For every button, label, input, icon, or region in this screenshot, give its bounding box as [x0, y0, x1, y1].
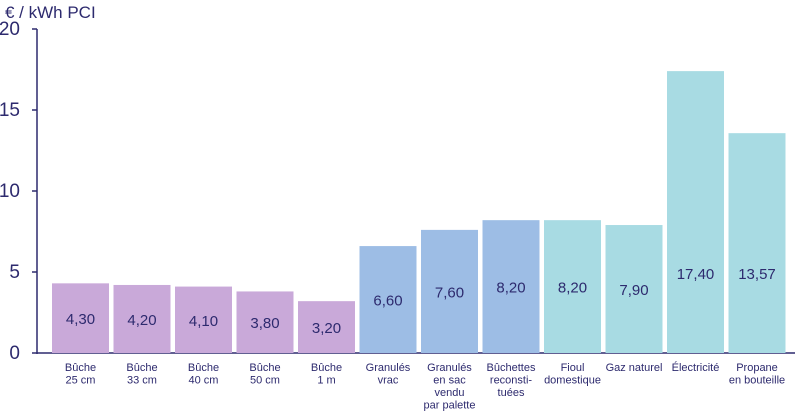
bar-value-label: 7,90 [619, 282, 648, 299]
category-label-line: Granulés [366, 362, 411, 374]
y-tick-label: 15 [0, 100, 20, 121]
category-label-line: vendu [435, 387, 465, 399]
category-label: Bûche 25 cm [65, 362, 96, 387]
bars [52, 71, 786, 354]
category-label-line: Bûche [126, 362, 157, 374]
category-label: Bûchettes reconsti-tuées [487, 362, 536, 399]
category-label-line: Bûchettes [487, 362, 536, 374]
bar-value-label: 4,20 [127, 312, 156, 329]
bar-value-label: 4,10 [189, 313, 218, 330]
category-label: Électricité [672, 361, 720, 374]
y-tick-label: 5 [9, 262, 20, 283]
category-label-line: 1 m [317, 375, 335, 387]
category-label-line: en sac [433, 375, 466, 387]
bar-value-label: 3,80 [250, 315, 279, 332]
bar [482, 220, 540, 353]
y-tick-label: 10 [0, 181, 20, 202]
category-label: Bûche 33 cm [126, 362, 157, 387]
category-label-line: reconsti- [490, 375, 533, 387]
category-label-line: 25 cm [66, 375, 96, 387]
category-label-line: Bûche [188, 362, 219, 374]
category-label-line: Granulés [427, 362, 472, 374]
y-tick-label: 0 [9, 343, 20, 364]
bar [298, 301, 355, 353]
category-label-line: 50 cm [250, 375, 280, 387]
bar-value-label: 6,60 [373, 293, 402, 310]
category-label-line: Bûche [249, 362, 280, 374]
bar [544, 220, 601, 353]
bar-value-label: 8,20 [558, 280, 587, 297]
y-axis-title: € / kWh PCI [5, 3, 96, 22]
category-label: Bûche 50 cm [249, 362, 280, 387]
category-label-line: vrac [378, 375, 399, 387]
category-label-line: Bûche [65, 362, 96, 374]
category-label: Gaz naturel [606, 362, 663, 374]
category-label: Granulés en sac vendu par palette [424, 362, 476, 412]
bar-value-label: 7,60 [435, 284, 464, 301]
bar-value-label: 3,20 [312, 320, 341, 337]
category-label-line: par palette [424, 400, 476, 412]
bar-value-label: 17,40 [677, 266, 715, 283]
category-label-line: Fioul [561, 362, 585, 374]
bar-value-label: 13,57 [738, 266, 776, 283]
y-tick-label: 20 [0, 19, 20, 40]
bar [52, 283, 109, 353]
bar [728, 133, 786, 353]
bar [236, 291, 294, 353]
category-label-line: Gaz naturel [606, 362, 663, 374]
category-label-line: Bûche [311, 362, 342, 374]
bar-value-label: 8,20 [496, 280, 525, 297]
category-label: Bûche 1 m [311, 362, 342, 387]
bar [359, 246, 417, 353]
category-label-line: tuées [498, 387, 525, 399]
bar [175, 286, 232, 353]
category-label: Granulés vrac [366, 362, 411, 387]
bar [605, 225, 663, 353]
category-label: Bûche 40 cm [188, 362, 219, 387]
bar [421, 229, 478, 353]
category-label-line: Propane [736, 362, 778, 374]
bar-value-label: 4,30 [66, 311, 95, 328]
bar [667, 71, 724, 354]
category-label-line: 40 cm [189, 375, 219, 387]
category-label: Propane en bouteille [729, 362, 785, 387]
category-label-line: 33 cm [127, 375, 157, 387]
bar [113, 284, 171, 353]
category-label-line: Électricité [672, 361, 720, 374]
category-label-line: domestique [544, 375, 601, 387]
category-label: Fioul domestique [544, 362, 601, 387]
category-label-line: en bouteille [729, 375, 785, 387]
